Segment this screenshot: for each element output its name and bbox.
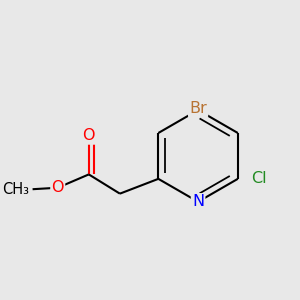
Text: Br: Br	[189, 101, 207, 116]
Text: CH₃: CH₃	[3, 182, 30, 197]
Text: O: O	[52, 180, 64, 195]
Text: N: N	[192, 194, 204, 209]
Text: O: O	[82, 128, 95, 143]
Text: Cl: Cl	[251, 171, 267, 186]
